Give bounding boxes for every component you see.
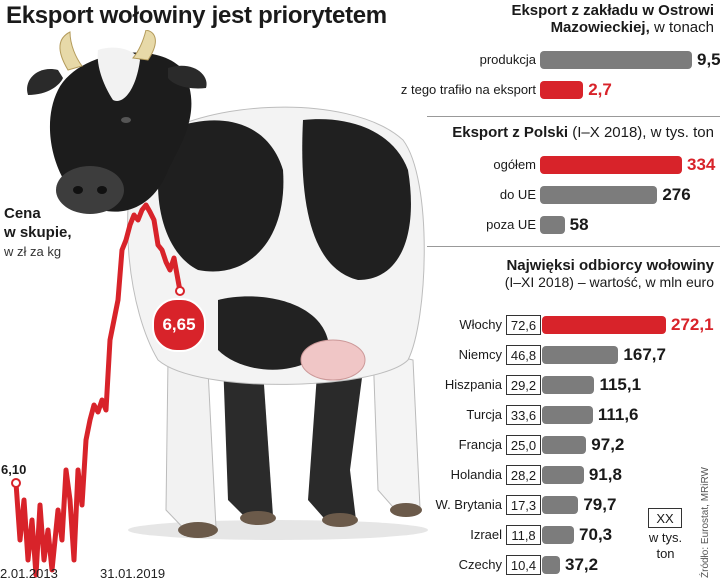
price-end-date: 31.01.2019 (100, 566, 166, 581)
plant-title-light: w tonach (653, 19, 714, 36)
legend-text-2: ton (656, 546, 675, 561)
divider-1 (427, 116, 720, 117)
legend-text-1: w tys. (648, 530, 683, 545)
bar-value-label: 276 (662, 185, 691, 204)
price-label-unit: w zł za kg (4, 244, 62, 259)
bar (542, 376, 595, 394)
bar-value-label: 334 (687, 155, 716, 174)
poland-title-light: (I–X 2018), w tys. ton (572, 124, 714, 141)
bar-category-label: ogółem (493, 157, 536, 172)
poland-panel-title: Eksport z Polski (I–X 2018), w tys. ton (414, 124, 714, 141)
bar (540, 216, 565, 234)
divider-2 (427, 246, 720, 247)
bar-value-label: 167,7 (623, 345, 666, 364)
bar (540, 81, 584, 99)
price-start-date: 2.01.2013 (0, 566, 58, 581)
source-note: Źródło: Eurostat, MRiRW (700, 467, 711, 578)
bar-value-label: 58 (569, 215, 589, 234)
bar (542, 526, 575, 544)
tonnes-box: 72,6 (506, 315, 541, 335)
tonnes-box: 33,6 (506, 405, 541, 425)
plant-title-bold: Mazowieckiej, (550, 19, 650, 36)
bar-category-label: produkcja (479, 52, 536, 67)
bar (540, 51, 692, 69)
price-end-marker (175, 286, 185, 296)
price-series-line (13, 202, 183, 578)
bar (540, 186, 658, 204)
plant-panel-title: Eksport z zakładu w Ostrowi Mazowieckiej… (414, 2, 714, 36)
bar (542, 466, 584, 484)
bar (540, 156, 682, 174)
tonnes-box: 25,0 (506, 435, 541, 455)
legend-text: w tys. ton (643, 530, 688, 562)
bar (542, 316, 666, 334)
price-start-marker (11, 478, 21, 488)
bar-value-label: 37,2 (565, 555, 599, 574)
bar-value-label: 115,1 (599, 375, 642, 394)
price-label-line1: Cena (4, 205, 41, 222)
price-chart-label: Cena w skupie, w zł za kg (4, 204, 72, 261)
price-end-badge: 6,65 (152, 298, 206, 352)
bar-category-label: z tego trafiło na eksport (400, 82, 536, 97)
tonnes-box: 11,8 (506, 525, 541, 545)
tonnes-box: 10,4 (506, 555, 541, 575)
bar-category-label: Czechy (458, 557, 502, 572)
buyers-title-bold: Najwięksi odbiorcy wołowiny (506, 257, 714, 274)
bar-value-label: 79,7 (583, 495, 617, 514)
bar-category-label: Hiszpania (444, 377, 502, 392)
tonnes-box: 29,2 (506, 375, 541, 395)
bar-category-label: do UE (499, 187, 536, 202)
bar-category-label: Włochy (459, 317, 502, 332)
price-end-value: 6,65 (162, 315, 196, 334)
plant-title-line1: Eksport z zakładu w Ostrowi (511, 2, 714, 19)
bar (542, 496, 579, 514)
bar-value-label: 91,8 (588, 465, 622, 484)
bar (542, 556, 560, 574)
bar-value-label: 2,7 (588, 80, 612, 99)
bar-category-label: Holandia (450, 467, 502, 482)
bar-value-label: 272,1 (671, 315, 714, 334)
tonnes-box: 28,2 (506, 465, 541, 485)
bar-category-label: Izrael (470, 527, 502, 542)
bar-category-label: Francja (458, 437, 502, 452)
bar-category-label: W. Brytania (435, 497, 502, 512)
bar-category-label: Niemcy (458, 347, 502, 362)
tonnes-box: 17,3 (506, 495, 541, 515)
page-title: Eksport wołowiny jest priorytetem (6, 2, 387, 29)
buyers-title-light: (I–XI 2018) – wartość, w mln euro (504, 274, 714, 290)
bar-value-label: 9,5 (697, 50, 720, 69)
price-start-value: 6,10 (0, 462, 28, 477)
bar-category-label: Turcja (466, 407, 502, 422)
bar (542, 406, 593, 424)
bar (542, 436, 587, 454)
bar-value-label: 97,2 (591, 435, 625, 454)
tonnes-box: 46,8 (506, 345, 541, 365)
legend-box: XX (648, 508, 682, 528)
bar-category-label: poza UE (486, 217, 536, 232)
buyers-panel-title: Najwięksi odbiorcy wołowiny (I–XI 2018) … (414, 257, 714, 290)
price-label-line2: w skupie, (4, 224, 72, 241)
bar-value-label: 70,3 (579, 525, 613, 544)
bar (542, 346, 619, 364)
bar-value-label: 111,6 (597, 405, 639, 424)
poland-title-bold: Eksport z Polski (452, 124, 569, 141)
